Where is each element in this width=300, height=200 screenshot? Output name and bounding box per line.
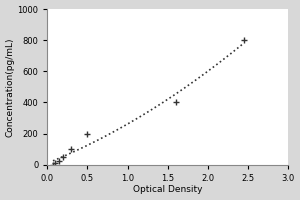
X-axis label: Optical Density: Optical Density <box>133 185 202 194</box>
Y-axis label: Concentration(pg/mL): Concentration(pg/mL) <box>6 37 15 137</box>
